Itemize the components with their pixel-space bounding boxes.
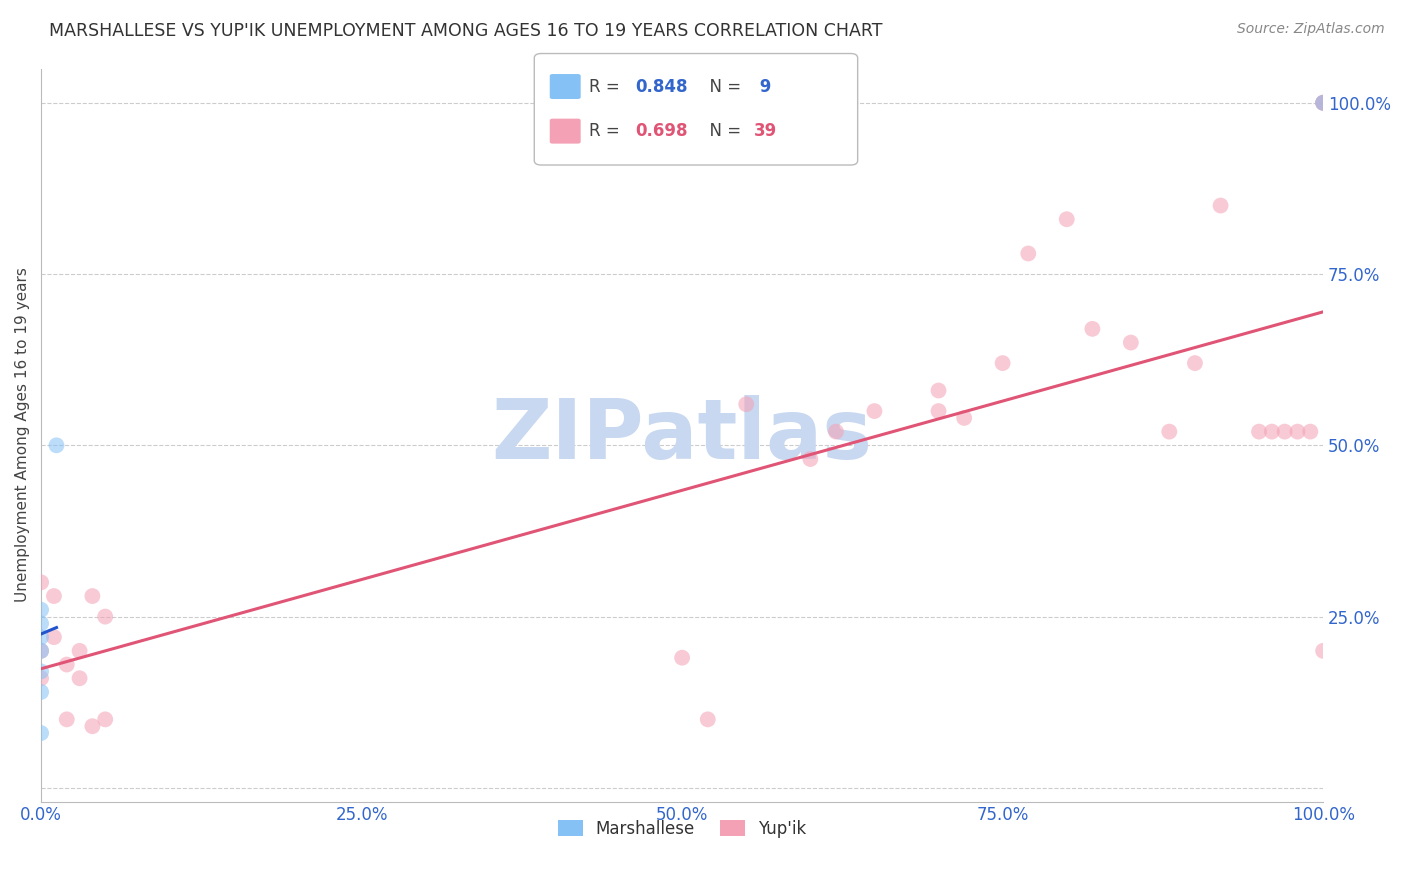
Point (1274, 425, 1296, 439)
Point (42, 589, 65, 603)
Text: 39: 39 (754, 122, 778, 140)
Text: 0.848: 0.848 (636, 78, 688, 95)
Point (42, 630, 65, 644)
Point (1286, 425, 1309, 439)
Point (30, 671, 52, 685)
Point (30, 616, 52, 631)
Point (30, 644, 52, 658)
Point (1299, 425, 1322, 439)
Point (1312, 95, 1334, 110)
Text: 9: 9 (754, 78, 770, 95)
Point (30, 665, 52, 679)
Point (991, 356, 1014, 370)
Point (30, 630, 52, 644)
Point (1081, 322, 1104, 336)
Point (1312, 644, 1334, 658)
Point (94, 609, 117, 624)
Point (696, 712, 718, 726)
Text: Source: ZipAtlas.com: Source: ZipAtlas.com (1237, 22, 1385, 37)
Point (1056, 212, 1078, 227)
Text: N =: N = (699, 122, 747, 140)
Point (1312, 95, 1334, 110)
Point (735, 397, 758, 411)
Y-axis label: Unemployment Among Ages 16 to 19 years: Unemployment Among Ages 16 to 19 years (15, 268, 30, 602)
Point (45, 438, 67, 452)
Point (30, 685, 52, 699)
Point (55, 712, 77, 726)
Point (1184, 356, 1206, 370)
Point (953, 411, 976, 425)
Point (928, 404, 950, 418)
Point (30, 575, 52, 590)
Point (671, 650, 693, 665)
Text: R =: R = (589, 78, 626, 95)
Point (94, 712, 117, 726)
Point (30, 726, 52, 740)
Point (55, 657, 77, 672)
Point (82, 589, 104, 603)
Point (1312, 95, 1334, 110)
Text: MARSHALLESE VS YUP'IK UNEMPLOYMENT AMONG AGES 16 TO 19 YEARS CORRELATION CHART: MARSHALLESE VS YUP'IK UNEMPLOYMENT AMONG… (49, 22, 883, 40)
Point (1261, 425, 1284, 439)
Text: R =: R = (589, 122, 626, 140)
Point (1017, 246, 1039, 260)
Point (82, 719, 104, 733)
Point (1159, 425, 1181, 439)
Point (928, 384, 950, 398)
Point (1247, 425, 1270, 439)
Text: N =: N = (699, 78, 747, 95)
Text: ZIPatlas: ZIPatlas (492, 394, 873, 475)
Point (69, 671, 91, 685)
Point (69, 644, 91, 658)
Point (863, 404, 886, 418)
Point (1209, 198, 1232, 212)
Point (1119, 335, 1142, 350)
Point (30, 603, 52, 617)
Legend: Marshallese, Yup'ik: Marshallese, Yup'ik (551, 814, 814, 845)
Point (30, 644, 52, 658)
Text: 0.698: 0.698 (636, 122, 688, 140)
Point (1312, 95, 1334, 110)
Point (799, 452, 821, 467)
Point (825, 425, 848, 439)
